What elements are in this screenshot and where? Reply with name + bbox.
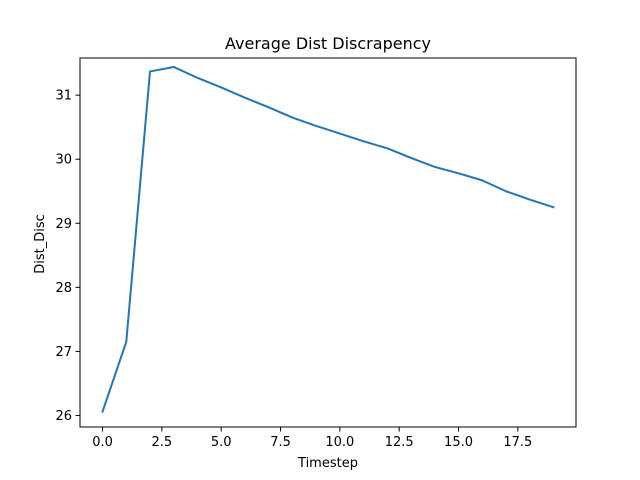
y-tick-label: 26 [55, 409, 72, 424]
chart-title: Average Dist Discrapency [225, 34, 431, 53]
y-tick-label: 28 [55, 281, 72, 296]
x-tick-label: 7.5 [270, 435, 291, 450]
y-tick-label: 30 [55, 153, 72, 168]
x-tick-label: 17.5 [503, 435, 532, 450]
plot-frame [79, 57, 577, 428]
series-layer [101, 65, 555, 413]
y-tick-label: 29 [55, 217, 72, 232]
x-tick-label: 12.5 [385, 435, 414, 450]
x-tick-label: 0.0 [92, 435, 113, 450]
y-axis-label: Dist_Disc [33, 214, 48, 274]
y-tick-label: 31 [55, 89, 72, 104]
series-line [101, 65, 555, 413]
x-tick-label: 15.0 [444, 435, 473, 450]
x-axis-label: Timestep [297, 456, 358, 471]
x-tick-label: 2.5 [152, 435, 173, 450]
x-tick-label: 10.0 [325, 435, 354, 450]
x-tick-label: 5.0 [211, 435, 232, 450]
ticks-layer: 0.0 2.5 5.0 7.5 10.0 12.5 15.0 17.5 26 27 28 29 30 31 [55, 89, 532, 450]
y-tick-label: 27 [55, 345, 72, 360]
